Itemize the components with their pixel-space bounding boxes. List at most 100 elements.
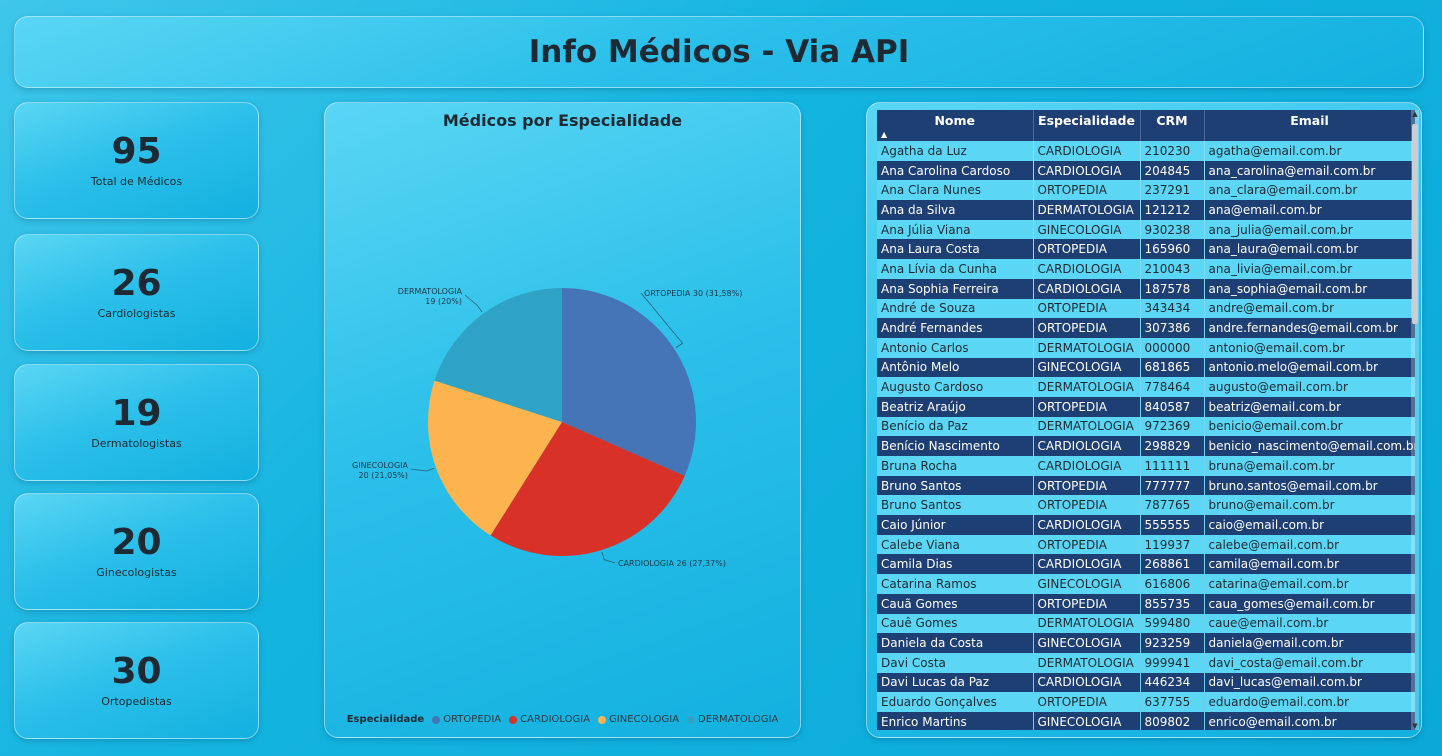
cell-especialidade: CARDIOLOGIA [1033, 672, 1141, 693]
cell-especialidade: GINECOLOGIA [1033, 219, 1141, 240]
kpi-card-ginecologistas[interactable]: 20 Ginecologistas [14, 493, 259, 610]
table-scrollbar[interactable]: ▲ ▼ [1411, 110, 1419, 730]
header-panel: Info Médicos - Via API [14, 16, 1424, 88]
cell-email: enrico@email.com.br [1204, 711, 1415, 730]
cell-nome: Camila Dias [877, 554, 1034, 575]
cell-especialidade: CARDIOLOGIA [1033, 278, 1141, 299]
cell-especialidade: CARDIOLOGIA [1033, 259, 1141, 279]
pie-slice-ginecologia[interactable] [428, 380, 562, 536]
sort-ascending-icon[interactable]: ▲ [881, 130, 888, 139]
table-row[interactable]: Bruna Rocha CARDIOLOGIA 111111 bruna@email.… [877, 456, 1415, 476]
cell-email: bruno@email.com.br [1204, 495, 1415, 516]
kpi-card-dermatologistas[interactable]: 19 Dermatologistas [14, 364, 259, 481]
scroll-up-icon[interactable]: ▲ [1412, 110, 1418, 118]
cell-email: ana_clara@email.com.br [1204, 180, 1415, 201]
legend-item-cardiologia[interactable]: CARDIOLOGIA [509, 714, 590, 725]
table-row[interactable]: Camila Dias CARDIOLOGIA 268861 camila@email… [877, 554, 1415, 575]
cell-email: andre.fernandes@email.com.br [1204, 318, 1415, 338]
cell-especialidade: ORTOPEDIA [1033, 495, 1141, 516]
table-row[interactable]: André de Souza ORTOPEDIA 343434 andre@email… [877, 298, 1415, 319]
cell-email: daniela@email.com.br [1204, 633, 1415, 653]
table-panel: Nome ▲ Especialidade CRM Email Agatha da… [866, 102, 1422, 738]
kpi-value: 30 [111, 651, 162, 693]
kpi-card-cardiologistas[interactable]: 26 Cardiologistas [14, 234, 259, 351]
table-row[interactable]: Davi Lucas da Paz CARDIOLOGIA 446234 davi_l… [877, 672, 1415, 693]
table-row[interactable]: Eduardo Gonçalves ORTOPEDIA 637755 eduardo@… [877, 692, 1415, 712]
legend-item-ginecologia[interactable]: GINECOLOGIA [598, 714, 679, 725]
cell-nome: Calebe Viana [877, 534, 1034, 555]
cell-especialidade: DERMATOLOGIA [1033, 200, 1141, 220]
cell-crm: 930238 [1140, 219, 1205, 240]
table-row[interactable]: Benício Nascimento CARDIOLOGIA 298829 benic… [877, 436, 1415, 456]
cell-nome: André de Souza [877, 298, 1034, 319]
table-row[interactable]: Ana da Silva DERMATOLOGIA 121212 ana@email.… [877, 200, 1415, 220]
column-header-crm[interactable]: CRM [1140, 110, 1205, 141]
table-row[interactable]: Cauê Gomes DERMATOLOGIA 599480 caue@email.c… [877, 613, 1415, 634]
table-row[interactable]: Cauã Gomes ORTOPEDIA 855735 caua_gomes@emai… [877, 593, 1415, 614]
table-row[interactable]: Ana Carolina Cardoso CARDIOLOGIA 204845 ana… [877, 160, 1415, 181]
table-row[interactable]: Antônio Melo GINECOLOGIA 681865 antonio.mel… [877, 357, 1415, 378]
cell-nome: Ana Sophia Ferreira [877, 278, 1034, 299]
cell-crm: 446234 [1140, 672, 1205, 693]
cell-email: antonio@email.com.br [1204, 337, 1415, 358]
legend-label: ORTOPEDIA [443, 714, 502, 725]
cell-crm: 923259 [1140, 633, 1205, 653]
pie-slice-ortopedia[interactable] [562, 288, 696, 476]
cell-email: caio@email.com.br [1204, 515, 1415, 535]
pie-slice-dermatologia[interactable] [434, 288, 562, 422]
column-header-nome[interactable]: Nome ▲ [877, 110, 1034, 141]
table-row[interactable]: Augusto Cardoso DERMATOLOGIA 778464 augusto… [877, 377, 1415, 397]
table-row[interactable]: Enrico Martins GINECOLOGIA 809802 enrico@em… [877, 711, 1415, 730]
cell-nome: Caio Júnior [877, 515, 1034, 535]
cell-especialidade: ORTOPEDIA [1033, 593, 1141, 614]
cell-email: catarina@email.com.br [1204, 574, 1415, 594]
legend-marker [687, 715, 696, 724]
table-row[interactable]: Ana Clara Nunes ORTOPEDIA 237291 ana_clara@… [877, 180, 1415, 201]
table-row[interactable]: Davi Costa DERMATOLOGIA 999941 davi_costa@e… [877, 652, 1415, 673]
table-row[interactable]: André Fernandes ORTOPEDIA 307386 andre.fern… [877, 318, 1415, 338]
kpi-card-ortopedistas[interactable]: 30 Ortopedistas [14, 622, 259, 739]
kpi-label: Ortopedistas [101, 694, 172, 708]
legend-marker [509, 715, 518, 724]
column-header-especialidade[interactable]: Especialidade [1033, 110, 1141, 141]
table-row[interactable]: Ana Júlia Viana GINECOLOGIA 930238 ana_juli… [877, 219, 1415, 240]
cell-email: augusto@email.com.br [1204, 377, 1415, 397]
table-row[interactable]: Ana Sophia Ferreira CARDIOLOGIA 187578 ana_… [877, 278, 1415, 299]
cell-crm: 777777 [1140, 475, 1205, 496]
cell-nome: André Fernandes [877, 318, 1034, 338]
cell-crm: 187578 [1140, 278, 1205, 299]
scroll-down-icon[interactable]: ▼ [1412, 722, 1418, 730]
cell-especialidade: CARDIOLOGIA [1033, 515, 1141, 535]
column-header-email[interactable]: Email [1204, 110, 1415, 141]
table-row[interactable]: Bruno Santos ORTOPEDIA 787765 bruno@email.c… [877, 495, 1415, 516]
table-row[interactable]: Bruno Santos ORTOPEDIA 777777 bruno.santos@… [877, 475, 1415, 496]
cell-especialidade: ORTOPEDIA [1033, 239, 1141, 260]
table-scroll-area[interactable]: Nome ▲ Especialidade CRM Email Agatha da… [877, 110, 1415, 730]
cell-crm: 121212 [1140, 200, 1205, 220]
cell-nome: Antônio Melo [877, 357, 1034, 378]
table-row[interactable]: Benício da Paz DERMATOLOGIA 972369 benicio@… [877, 416, 1415, 437]
table-row[interactable]: Calebe Viana ORTOPEDIA 119937 calebe@email.… [877, 534, 1415, 555]
data-label: GINECOLOGIA [352, 461, 409, 470]
table-row[interactable]: Beatriz Araújo ORTOPEDIA 840587 beatriz@ema… [877, 396, 1415, 417]
cell-crm: 999941 [1140, 652, 1205, 673]
table-row[interactable]: Antonio Carlos DERMATOLOGIA 000000 antonio@… [877, 337, 1415, 358]
pie-slice-cardiologia[interactable] [490, 422, 685, 556]
cell-especialidade: DERMATOLOGIA [1033, 337, 1141, 358]
table-row[interactable]: Catarina Ramos GINECOLOGIA 616806 catarina@… [877, 574, 1415, 594]
legend-label: CARDIOLOGIA [520, 714, 591, 725]
table-row[interactable]: Ana Lívia da Cunha CARDIOLOGIA 210043 ana_l… [877, 259, 1415, 279]
cell-crm: 599480 [1140, 613, 1205, 634]
cell-email: bruna@email.com.br [1204, 456, 1415, 476]
cell-especialidade: CARDIOLOGIA [1033, 554, 1141, 575]
cell-email: caue@email.com.br [1204, 613, 1415, 634]
kpi-card-total[interactable]: 95 Total de Médicos [14, 102, 259, 219]
table-row[interactable]: Agatha da Luz CARDIOLOGIA 210230 agatha@ema… [877, 141, 1415, 161]
table-row[interactable]: Ana Laura Costa ORTOPEDIA 165960 ana_laura@… [877, 239, 1415, 260]
legend-item-dermatologia[interactable]: DERMATOLOGIA [687, 714, 778, 725]
cell-especialidade: GINECOLOGIA [1033, 574, 1141, 594]
legend-item-ortopedia[interactable]: ORTOPEDIA [432, 714, 501, 725]
table-row[interactable]: Caio Júnior CARDIOLOGIA 555555 caio@email.c… [877, 515, 1415, 535]
table-row[interactable]: Daniela da Costa GINECOLOGIA 923259 daniela… [877, 633, 1415, 653]
scrollbar-thumb[interactable] [1412, 124, 1418, 324]
